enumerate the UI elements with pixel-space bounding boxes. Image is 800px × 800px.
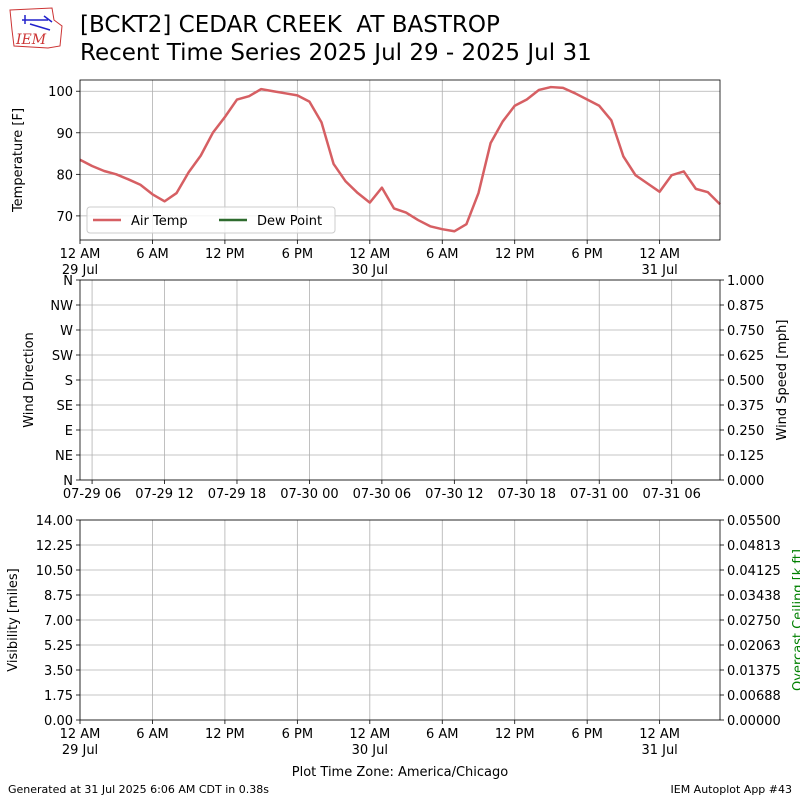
y-tick-label: SW <box>52 349 73 364</box>
y-axis-label: Temperature [F] <box>11 108 26 213</box>
x-tick-label: 12 AM 30 Jul <box>349 247 390 278</box>
x-tick-label: 07-30 00 <box>280 487 338 502</box>
y2-tick-label: 0.04125 <box>727 564 781 579</box>
x-tick-label: 12 AM 31 Jul <box>639 727 680 758</box>
x-tick-label: 07-29 06 <box>63 487 121 502</box>
y2-axis-label: Wind Speed [mph] <box>775 320 790 441</box>
x-tick-label: 6 AM <box>136 247 169 262</box>
y2-tick-label: 0.000 <box>727 474 764 489</box>
legend-box <box>86 206 336 234</box>
y-tick-label: W <box>60 324 73 339</box>
x-tick-label: 07-29 12 <box>135 487 193 502</box>
x-tick-label: 12 AM 29 Jul <box>60 727 101 758</box>
y2-axis-label: Overcast Ceiling [k ft] <box>791 549 800 691</box>
y2-tick-label: 0.00000 <box>727 714 781 729</box>
plot-frame <box>79 79 721 241</box>
series-line <box>79 85 721 233</box>
y2-tick-label: 0.625 <box>727 349 764 364</box>
x-tick-label: 12 AM 29 Jul <box>60 247 101 278</box>
y-tick-label: 7.00 <box>44 614 73 629</box>
y-tick-label: 3.50 <box>44 664 73 679</box>
y-tick-label: 10.50 <box>36 564 73 579</box>
x-tick-label: 12 PM <box>495 247 535 262</box>
y2-tick-label: 0.02750 <box>727 614 781 629</box>
logo-outline <box>9 7 63 49</box>
y2-tick-label: 0.125 <box>727 449 764 464</box>
y-tick-label: 70 <box>56 210 73 225</box>
x-tick-label: 6 AM <box>136 727 169 742</box>
x-tick-label: 6 PM <box>571 247 602 262</box>
legend-label: Air Temp <box>131 214 188 229</box>
y2-tick-label: 0.750 <box>727 324 764 339</box>
y2-tick-label: 0.01375 <box>727 664 781 679</box>
x-tick-label: 6 AM <box>426 727 459 742</box>
y2-tick-label: 0.00688 <box>727 689 781 704</box>
x-tick-label: 07-30 12 <box>425 487 483 502</box>
x-tick-label: 12 PM <box>205 247 245 262</box>
y2-tick-label: 0.03438 <box>727 589 781 604</box>
y-tick-label: 5.25 <box>44 639 73 654</box>
x-tick-label: 12 AM 31 Jul <box>639 247 680 278</box>
y-tick-label: N <box>63 274 73 289</box>
footer-right: IEM Autoplot App #43 <box>671 783 793 796</box>
x-tick-label: 07-30 06 <box>353 487 411 502</box>
y-axis-label: Wind Direction <box>22 332 37 428</box>
chart-title: [BCKT2] CEDAR CREEK AT BASTROP <box>80 12 500 38</box>
legend: Air Temp Dew Point <box>86 206 336 234</box>
y-tick-label: E <box>65 424 73 439</box>
y-axis-label: Visibility [miles] <box>6 568 21 671</box>
y2-tick-label: 0.250 <box>727 424 764 439</box>
x-axis-label: Plot Time Zone: America/Chicago <box>292 765 508 780</box>
y-tick-label: SE <box>57 399 73 414</box>
plot-frame <box>79 519 721 721</box>
logo-text: IEM <box>15 32 47 48</box>
logo-icon <box>22 15 53 31</box>
logo: IEM <box>9 7 63 49</box>
x-tick-label: 12 PM <box>495 727 535 742</box>
x-tick-label: 07-29 18 <box>208 487 266 502</box>
plot-frame <box>79 279 721 481</box>
y2-tick-label: 0.05500 <box>727 514 781 529</box>
y-tick-label: NW <box>50 299 73 314</box>
y-tick-label: 90 <box>56 127 73 142</box>
y-tick-label: 12.25 <box>36 539 73 554</box>
legend-label: Dew Point <box>257 214 322 229</box>
x-tick-label: 6 PM <box>282 727 313 742</box>
y-tick-label: NE <box>55 449 73 464</box>
y-tick-label: N <box>63 474 73 489</box>
y-tick-label: 80 <box>56 168 73 183</box>
y2-tick-label: 0.500 <box>727 374 764 389</box>
x-tick-label: 07-30 18 <box>498 487 556 502</box>
chart-subtitle: Recent Time Series 2025 Jul 29 - 2025 Ju… <box>80 40 592 66</box>
y2-tick-label: 0.875 <box>727 299 764 314</box>
y-tick-label: S <box>65 374 73 389</box>
x-tick-label: 6 PM <box>571 727 602 742</box>
y-tick-label: 8.75 <box>44 589 73 604</box>
y-tick-label: 1.75 <box>44 689 73 704</box>
y-tick-label: 14.00 <box>36 514 73 529</box>
x-tick-label: 12 PM <box>205 727 245 742</box>
y-tick-label: 0.00 <box>44 714 73 729</box>
x-tick-label: 12 AM 30 Jul <box>349 727 390 758</box>
y2-tick-label: 0.04813 <box>727 539 781 554</box>
x-tick-label: 6 AM <box>426 247 459 262</box>
y2-tick-label: 0.375 <box>727 399 764 414</box>
y2-tick-label: 0.02063 <box>727 639 781 654</box>
footer-left: Generated at 31 Jul 2025 6:06 AM CDT in … <box>8 783 269 796</box>
x-tick-label: 07-31 06 <box>642 487 700 502</box>
x-tick-label: 07-31 00 <box>570 487 628 502</box>
x-tick-label: 6 PM <box>282 247 313 262</box>
y2-tick-label: 1.000 <box>727 274 764 289</box>
y-tick-label: 100 <box>48 85 73 100</box>
